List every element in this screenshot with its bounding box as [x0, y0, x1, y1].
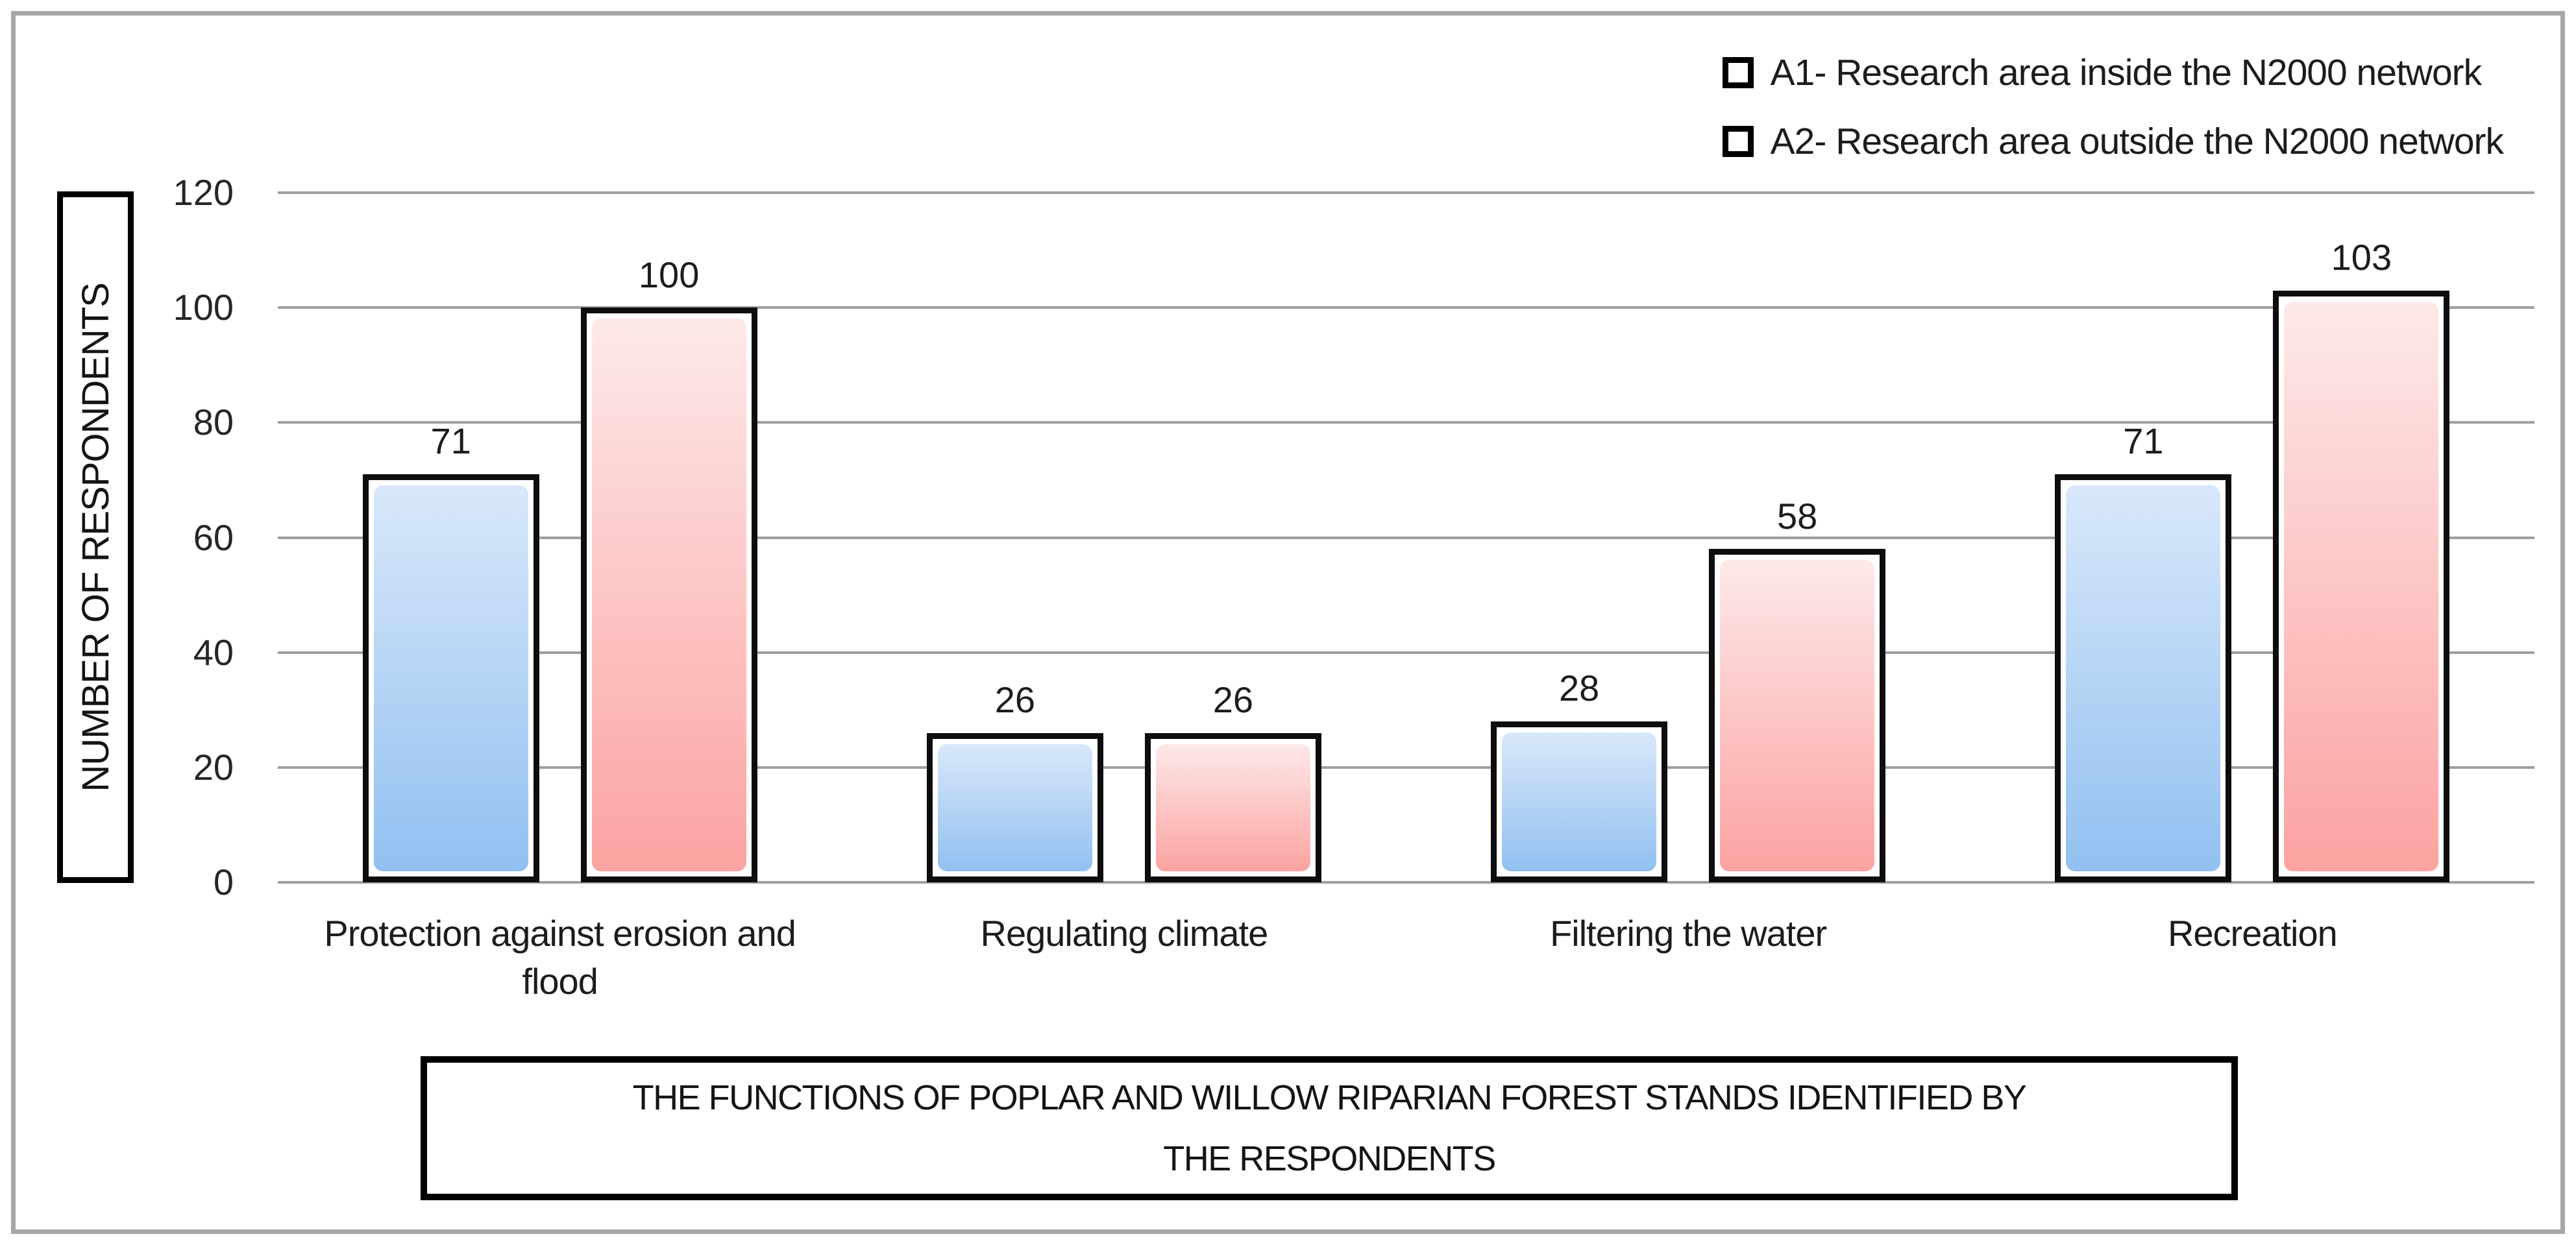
bar-fill: [1502, 732, 1657, 871]
gridline-y-40: [278, 651, 2534, 654]
category-label-1: Protection against erosion and flood: [278, 910, 842, 1006]
bar-column: 26: [926, 679, 1103, 882]
bar-a2: [580, 308, 757, 882]
category-label-3: Filtering the water: [1406, 910, 1970, 958]
y-tick-label-0: 0: [213, 862, 234, 902]
legend: A1- Research area inside the N2000 netwo…: [1722, 43, 2504, 171]
bar-value-label: 26: [994, 679, 1036, 721]
bar-value-label: 71: [430, 420, 471, 462]
legend-label-a2: A2- Research area outside the N2000 netw…: [1770, 121, 2504, 162]
legend-item-a2: A2- Research area outside the N2000 netw…: [1722, 112, 2504, 171]
y-tick-label-20: 20: [193, 746, 234, 788]
category-label-text: Regulating climate: [980, 913, 1269, 954]
bar-fill: [1155, 743, 1310, 871]
bar-column: 100: [580, 254, 757, 882]
category-label-2: Regulating climate: [842, 910, 1406, 958]
legend-swatch-a2-icon: [1722, 126, 1754, 157]
bar-group-3: 28 58: [1406, 193, 1970, 882]
bar-group-2: 26 26: [842, 193, 1406, 882]
bar-column: 28: [1491, 668, 1668, 882]
category-label-4: Recreation: [1970, 910, 2534, 958]
bar-value-label: 100: [638, 254, 700, 295]
y-tick-label-60: 60: [193, 516, 234, 558]
bar-fill: [591, 319, 746, 871]
bar-a2: [1709, 549, 1886, 882]
bar-column: 71: [2055, 420, 2232, 882]
y-tick-label-40: 40: [193, 631, 234, 673]
bar-a1: [362, 474, 539, 882]
category-label-text: Recreation: [2167, 913, 2338, 954]
bar-column: 103: [2273, 237, 2450, 882]
bar-column: 26: [1144, 679, 1321, 882]
y-tick-label-120: 120: [173, 172, 234, 213]
bar-value-label: 26: [1212, 679, 1254, 721]
gridline-y-100: [278, 306, 2534, 309]
x-axis-title-box: THE FUNCTIONS OF POPLAR AND WILLOW RIPAR…: [421, 1056, 2238, 1200]
gridline-y-80: [278, 421, 2534, 424]
bar-a2: [2273, 290, 2450, 882]
bar-column: 58: [1709, 495, 1886, 882]
bar-fill: [937, 743, 1092, 871]
gridline-y-20: [278, 766, 2534, 769]
bar-column: 71: [362, 420, 539, 882]
gridline-y-120: [278, 191, 2534, 194]
bar-a1: [1491, 721, 1668, 882]
bar-group-1: 71 100: [278, 193, 842, 882]
bar-a1: [2055, 474, 2232, 882]
gridline-y-60: [278, 536, 2534, 539]
legend-label-a1: A1- Research area inside the N2000 netwo…: [1770, 52, 2482, 93]
bar-a2: [1144, 732, 1321, 882]
x-axis-title: THE FUNCTIONS OF POPLAR AND WILLOW RIPAR…: [632, 1078, 2027, 1179]
bar-value-label: 58: [1776, 495, 1818, 537]
category-label-text: Filtering the water: [1550, 913, 1827, 954]
bar-value-label: 103: [2331, 237, 2392, 278]
category-label-text: Protection against erosion and flood: [324, 913, 796, 1002]
bar-value-label: 71: [2123, 420, 2164, 462]
bar-fill: [2066, 485, 2221, 871]
legend-swatch-a1-icon: [1722, 57, 1754, 88]
plot-area: 71 100 26 26 28 58 71 103: [278, 191, 2534, 884]
bar-fill: [2284, 301, 2439, 871]
bar-group-4: 71 103: [1970, 193, 2534, 882]
legend-item-a1: A1- Research area inside the N2000 netwo…: [1722, 43, 2482, 103]
bar-a1: [926, 732, 1103, 882]
gridline-y-0: [278, 881, 2534, 884]
bar-value-label: 28: [1558, 668, 1600, 709]
bar-fill: [373, 485, 528, 871]
y-axis-title-box: NUMBER OF RESPONDENTS: [57, 191, 134, 883]
y-tick-label-80: 80: [193, 402, 234, 443]
bar-fill: [1720, 560, 1875, 871]
y-tick-label-100: 100: [173, 287, 234, 328]
